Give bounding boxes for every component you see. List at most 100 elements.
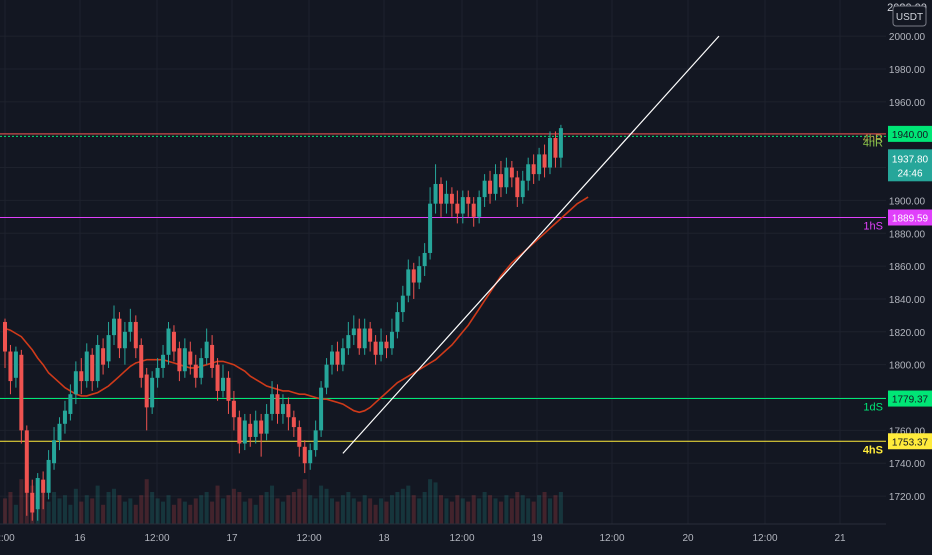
- time-tick-label: 19: [531, 533, 543, 544]
- candle-body: [166, 328, 171, 355]
- volume-bar: [90, 498, 95, 524]
- volume-bar: [112, 488, 116, 524]
- candle-body: [308, 450, 313, 464]
- time-axis-panel[interactable]: [0, 524, 932, 550]
- candle-body: [493, 174, 498, 194]
- candle-body: [264, 413, 269, 434]
- volume-bar: [384, 501, 389, 524]
- volume-bar: [231, 488, 236, 524]
- candle-body: [324, 364, 329, 388]
- volume-bar: [548, 498, 552, 524]
- volume-bar: [433, 482, 438, 524]
- volume-bar: [335, 501, 340, 524]
- volume-bar: [275, 498, 280, 524]
- candle-body: [128, 321, 133, 332]
- candle-body: [384, 341, 389, 349]
- volume-bar: [482, 492, 487, 524]
- currency-badge-label: USDT: [896, 12, 923, 23]
- candle-body: [498, 174, 503, 188]
- volume-bar: [308, 495, 313, 524]
- candle-body: [449, 193, 454, 204]
- level-tag: 4hR: [863, 137, 883, 149]
- candle-body: [226, 377, 231, 401]
- candle-body: [319, 387, 324, 431]
- volume-bar: [128, 498, 133, 524]
- candle-body: [422, 252, 427, 267]
- level-tag: 4hS: [863, 444, 883, 456]
- volume-bar: [291, 492, 296, 524]
- volume-bar: [221, 498, 225, 524]
- candle-body: [182, 348, 187, 372]
- candle-body: [84, 351, 89, 382]
- candle-body: [253, 420, 258, 437]
- candle-body: [400, 295, 405, 313]
- candle-body: [302, 446, 307, 464]
- candle-body: [35, 478, 40, 510]
- price-tick-label: 1840.00: [889, 295, 926, 306]
- volume-bar: [477, 498, 482, 524]
- time-tick-label: 18: [378, 533, 390, 544]
- candle-body: [379, 341, 384, 355]
- volume-bar: [68, 504, 73, 524]
- candle-body: [286, 404, 291, 418]
- volume-bar: [117, 495, 122, 524]
- volume-bar: [166, 495, 171, 524]
- volume-bar: [520, 495, 525, 524]
- time-tick-label: 12:00: [449, 533, 474, 544]
- candle-body: [428, 203, 433, 253]
- candle-body: [19, 354, 24, 431]
- trendline: [342, 35, 720, 454]
- currency-badge[interactable]: [892, 5, 927, 27]
- candle-body: [275, 394, 280, 414]
- volume-bar: [248, 498, 253, 524]
- candle-body: [106, 335, 111, 362]
- candle-body: [57, 423, 62, 441]
- price-badge-label: 1753.37: [892, 437, 929, 448]
- volume-bar: [324, 488, 329, 524]
- candle-body: [161, 354, 166, 368]
- candle-body: [242, 420, 247, 444]
- volume-bar: [101, 504, 106, 524]
- candle-body: [509, 167, 514, 178]
- current-price-label: 1937.80: [892, 154, 929, 165]
- candle-body: [291, 417, 296, 428]
- candle-body: [389, 331, 394, 349]
- volume-bar: [139, 495, 144, 524]
- price-tick-label: 1820.00: [889, 328, 926, 339]
- volume-bar: [57, 498, 62, 524]
- volume-bar: [449, 501, 454, 524]
- candle-body: [139, 344, 144, 378]
- volume-bar: [150, 492, 155, 524]
- time-tick-label: 12:00: [296, 533, 321, 544]
- volume-bar: [351, 498, 356, 524]
- volume-bar: [455, 495, 460, 524]
- volume-bar: [253, 504, 258, 524]
- candle-body: [52, 440, 57, 464]
- volume-bar: [79, 501, 84, 524]
- level-tag: 4hR: [863, 133, 883, 145]
- volume-bar: [509, 498, 514, 524]
- volume-bar: [259, 495, 264, 524]
- candle-body: [455, 203, 460, 214]
- candle-body: [439, 183, 443, 204]
- candle-body: [313, 430, 318, 451]
- volume-bar: [346, 492, 351, 524]
- candle-body: [373, 341, 378, 355]
- candle-body: [460, 197, 465, 214]
- volume-bar: [286, 495, 291, 524]
- volume-bar: [422, 492, 427, 524]
- volume-bar: [199, 495, 204, 524]
- candle-body: [155, 367, 160, 378]
- moving-average-line: [4, 196, 589, 414]
- volume-bar: [171, 504, 176, 524]
- candle-body: [13, 351, 18, 378]
- volume-bar: [242, 501, 247, 524]
- volume-bar: [542, 492, 547, 524]
- candle-body: [340, 348, 345, 365]
- candle-body: [46, 459, 51, 493]
- volume-bar: [3, 498, 7, 524]
- candle-body: [357, 328, 362, 349]
- candle-body: [199, 358, 204, 378]
- volume-bar: [133, 504, 138, 524]
